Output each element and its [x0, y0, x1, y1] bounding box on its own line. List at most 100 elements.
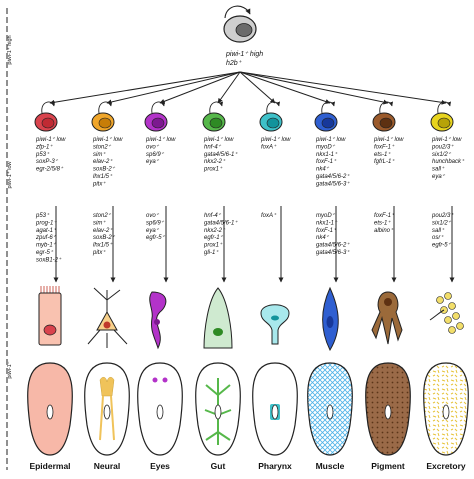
planarian-worm	[27, 362, 73, 456]
fan-arrow	[239, 71, 389, 105]
progenitor-renewal-arrow	[98, 101, 113, 114]
pharynx-outline	[103, 404, 111, 420]
terminal-marker: prox1⁺	[203, 242, 223, 249]
lineage-label: Pharynx	[258, 461, 292, 471]
lineage-label: Gut	[211, 461, 226, 471]
self-renewal-arrow	[224, 5, 251, 19]
terminal-marker: gata4/5/6-3⁺	[316, 249, 350, 256]
progenitor-marker: fgfrL-1⁺	[374, 158, 395, 165]
lineage-column-eyes: piwi-1⁺ lowovo⁺sp6/9⁺eya⁺ovo⁺sp6/9⁺eya⁺e…	[137, 101, 183, 471]
progenitor-marker: prox1⁺	[203, 166, 223, 173]
stem-marker-h2b: h2b⁺	[226, 60, 243, 67]
progenitor-marker: elav-2⁺	[93, 158, 113, 165]
terminal-marker: egfr-5⁺	[146, 234, 166, 241]
terminal-marker: gli-1⁺	[204, 249, 219, 256]
progenitor-marker: piwi-1⁺ low	[35, 136, 66, 143]
axis-label-low: piwi-1⁺ low	[6, 161, 13, 188]
progenitor-renewal-arrow	[266, 101, 281, 114]
progenitor-marker: piwi-1⁺ low	[260, 136, 291, 143]
fan-arrows	[49, 71, 447, 105]
progenitor-marker: foxF-1⁺	[374, 143, 395, 150]
fan-arrow	[217, 71, 241, 104]
terminal-marker: ston2⁺	[93, 212, 112, 219]
lineage-column-gut: piwi-1⁺ lowhnf-4⁺gata4/5/6-1⁺nkx2-2⁺prox…	[195, 101, 241, 471]
fan-arrow	[49, 71, 241, 105]
progenitor-marker: piwi-1⁺ low	[203, 136, 234, 143]
pharynx-outline	[271, 404, 279, 420]
progenitor-marker: gata4/5/6-2⁺	[316, 173, 350, 180]
differentiated-cell	[429, 292, 464, 334]
terminal-marker: lhx1/5⁺	[93, 242, 113, 249]
planarian-worm	[365, 362, 411, 456]
progenitor-nucleus	[321, 117, 335, 129]
progenitor-marker: sall⁺	[432, 166, 445, 173]
planarian-worm	[252, 362, 298, 456]
terminal-marker: eya⁺	[146, 227, 160, 234]
left-axis: piwi-1⁺ high piwi-1⁺ low piwi-1⁻	[6, 8, 13, 470]
terminal-marker: osr⁺	[432, 234, 444, 241]
progenitor-marker: hnf-4⁺	[204, 143, 222, 150]
terminal-marker: ets-1⁺	[374, 219, 391, 226]
pharynx-outline	[326, 404, 334, 420]
neoblast: piwi-1⁺ high h2b⁺	[223, 5, 263, 67]
lineage-column-pigment: piwi-1⁺ lowfoxF-1⁺ets-1⁺fgfrL-1⁺foxF-1⁺e…	[365, 101, 411, 471]
progenitor-nucleus	[266, 117, 280, 129]
terminal-marker: nkx1-1⁺	[316, 219, 338, 226]
lineage-columns: piwi-1⁺ lowzfp-1⁺p53⁺soxP-3⁺egr-2/5/8⁺p5…	[27, 101, 469, 471]
progenitor-marker: ets-1⁺	[374, 151, 391, 158]
lineage-label: Neural	[94, 461, 120, 471]
lineage-column-epidermal: piwi-1⁺ lowzfp-1⁺p53⁺soxP-3⁺egr-2/5/8⁺p5…	[27, 101, 73, 471]
pharynx-outline	[156, 404, 164, 420]
progenitor-renewal-arrow	[379, 101, 394, 114]
differentiated-cell	[203, 287, 233, 349]
pharynx-outline	[384, 404, 392, 420]
progenitor-marker: ston2⁺	[93, 143, 112, 150]
terminal-marker: ovo⁺	[146, 212, 160, 219]
differentiated-cell	[87, 287, 128, 348]
terminal-marker: albino⁺	[374, 227, 394, 234]
progenitor-marker: p53⁺	[35, 151, 50, 158]
fan-arrow	[159, 71, 241, 104]
progenitor-marker: soxP-3⁺	[36, 158, 59, 165]
pharynx-outline	[214, 404, 222, 420]
progenitor-nucleus	[98, 117, 112, 129]
terminal-marker: foxF-1⁺	[316, 227, 337, 234]
progenitor-marker: soxB-2⁺	[93, 166, 116, 173]
fan-arrow	[106, 71, 241, 105]
progenitor-marker: piwi-1⁺ low	[92, 136, 123, 143]
progenitor-marker: sp6/9⁺	[146, 151, 165, 158]
progenitor-marker: ovo⁺	[146, 143, 160, 150]
progenitor-marker: pou2/3⁺	[431, 143, 454, 150]
terminal-marker: pou2/3⁺	[431, 212, 454, 219]
stem-marker-piwi: piwi-1⁺ high	[225, 51, 263, 58]
pharynx-outline	[442, 404, 450, 420]
planarian-worm	[423, 362, 469, 456]
progenitor-marker: gata4/5/6-3⁺	[316, 180, 350, 187]
differentiated-cell	[371, 291, 403, 345]
axis-label-high: piwi-1⁺ high	[6, 35, 13, 64]
progenitor-marker: nk4⁺	[316, 166, 330, 173]
lineage-label: Eyes	[150, 461, 170, 471]
progenitor-marker: nkx1-1⁺	[316, 151, 338, 158]
progenitor-marker: piwi-1⁺ low	[373, 136, 404, 143]
progenitor-renewal-arrow	[321, 101, 336, 114]
terminal-marker: nk4⁺	[316, 234, 330, 241]
terminal-marker: nkx2-2⁺	[204, 227, 226, 234]
terminal-marker: foxF-1⁺	[374, 212, 395, 219]
progenitor-marker: myoD⁺	[316, 143, 336, 150]
progenitor-nucleus	[437, 117, 451, 129]
planarian-worm	[195, 362, 241, 456]
progenitor-renewal-arrow	[209, 101, 224, 114]
terminal-marker: myoD⁺	[316, 212, 336, 219]
terminal-marker: sp6/9⁺	[146, 219, 165, 226]
progenitor-marker: nkx2-2⁺	[204, 158, 226, 165]
terminal-marker: sall⁺	[432, 227, 445, 234]
terminal-marker: soxB1-2⁺	[36, 256, 62, 263]
terminal-marker: soxB-2⁺	[93, 234, 116, 241]
terminal-marker: hnf-4⁺	[204, 212, 222, 219]
planarian-worm	[84, 362, 130, 456]
terminal-marker: gata4/5/6-1⁺	[204, 219, 238, 226]
progenitor-marker: foxF-1⁺	[316, 158, 337, 165]
